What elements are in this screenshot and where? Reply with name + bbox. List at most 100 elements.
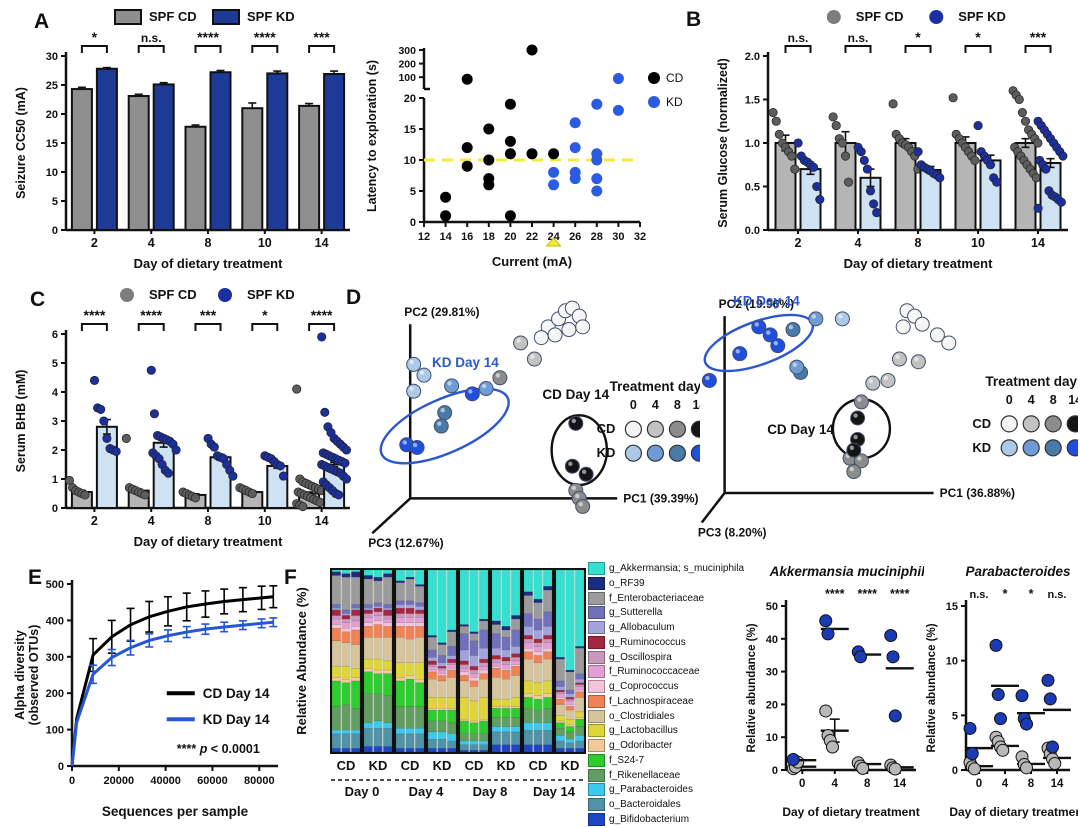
taxa-swatch (588, 709, 605, 723)
taxa-label: g_Odoribacter (609, 740, 673, 751)
svg-text:KD: KD (666, 95, 683, 109)
svg-text:0: 0 (799, 778, 805, 790)
svg-text:Parabacteroides: Parabacteroides (965, 564, 1071, 579)
svg-text:20: 20 (404, 93, 416, 105)
svg-text:*: * (1029, 587, 1034, 601)
legend-item-spf-cd: SPF CD (826, 9, 904, 24)
svg-text:*: * (915, 29, 921, 45)
svg-text:KD Day 14: KD Day 14 (432, 355, 499, 370)
taxa-swatch (588, 562, 605, 575)
legend-item-spf-cd: SPF CD (114, 9, 197, 25)
taxa-legend-item: g_Parabacteroides (588, 783, 746, 797)
taxa-legend-item: g_Odoribacter (588, 739, 746, 752)
legend-item-spf-cd: SPF CD (120, 287, 197, 302)
taxa-swatch (588, 753, 605, 767)
svg-text:CD: CD (529, 758, 548, 773)
taxa-label: g_Sutterella (609, 607, 663, 619)
panel-c-label: C (30, 288, 46, 311)
svg-text:****: **** (254, 29, 276, 45)
seizure-cc50-chart: SPF CD SPF KD 0 5 10 15 20 25 30 Seizure CC50 (mA… (10, 4, 360, 276)
svg-text:***: *** (313, 29, 330, 45)
svg-text:*: * (262, 307, 268, 323)
taxa-label: g_Coprococcus (609, 681, 679, 692)
svg-text:15: 15 (946, 601, 958, 613)
svg-text:4: 4 (148, 236, 155, 250)
svg-text:****: **** (140, 307, 162, 323)
svg-text:****: **** (84, 307, 106, 323)
svg-text:PC2 (19.96%): PC2 (19.96%) (719, 297, 794, 311)
svg-text:4: 4 (1002, 778, 1009, 790)
taxa-legend-item: f_Enterobacteriaceae (588, 591, 746, 605)
svg-text:300: 300 (398, 45, 416, 57)
taxa-legend-item: g_Oscillospira (588, 650, 746, 664)
svg-text:n.s.: n.s. (1048, 589, 1067, 601)
svg-text:KD Day 14: KD Day 14 (203, 712, 270, 727)
svg-text:8: 8 (205, 236, 212, 250)
taxa-legend-item: g_Bifidobacterium (588, 812, 746, 826)
svg-text:30: 30 (46, 51, 58, 63)
svg-text:CD Day 14: CD Day 14 (203, 686, 270, 701)
svg-text:Relative abundance (%): Relative abundance (%) (746, 623, 758, 752)
svg-text:Relative Abundance (%): Relative Abundance (%) (294, 587, 309, 735)
svg-text:PC2 (29.81%): PC2 (29.81%) (404, 305, 479, 319)
taxa-label: g_Ruminococcus (609, 636, 686, 648)
svg-text:4: 4 (832, 778, 839, 790)
svg-text:****: **** (311, 307, 333, 323)
svg-text:30: 30 (766, 667, 778, 679)
svg-text:Day 14: Day 14 (533, 784, 576, 799)
svg-text:400: 400 (46, 615, 64, 627)
svg-text:1.5: 1.5 (745, 95, 760, 107)
svg-text:n.s.: n.s. (970, 589, 989, 601)
taxa-legend-item: o_RF39 (588, 576, 746, 590)
svg-text:16: 16 (461, 231, 473, 243)
svg-text:60000: 60000 (197, 775, 228, 787)
svg-text:4: 4 (52, 387, 59, 399)
svg-text:0: 0 (1006, 393, 1013, 407)
pca-plot-left: PC2 (29.81%) PC1 (39.39%) PC3 (12.67%) KD D… (355, 284, 708, 552)
svg-text:SPF KD: SPF KD (247, 9, 295, 24)
alpha-diversity-chart: 0 100 200 300 400 500 0 20000 40000 60000 80000 Alp… (8, 560, 290, 824)
svg-text:SPF CD: SPF CD (856, 9, 904, 24)
taxa-legend-item: f_Lachnospiraceae (588, 694, 746, 708)
svg-text:5: 5 (410, 186, 416, 198)
svg-text:18: 18 (483, 231, 495, 243)
serum-bhb-chart: SPF CD SPF KD 0 1 2 3 4 5 6 Serum BHB (mM) Day of … (10, 282, 360, 554)
svg-text:30: 30 (612, 231, 624, 243)
svg-text:50: 50 (766, 601, 778, 613)
serum_glucose-svg: SPF CD SPF KD 0.0 0.5 1.0 1.5 2.0 Serum Glucose… (716, 9, 1068, 271)
svg-text:Serum Glucose (normalized): Serum Glucose (normalized) (716, 58, 730, 227)
taxa-swatch (588, 591, 605, 605)
latency-scatter-chart: 100 200 300 0 5 10 15 20 12 14 16 18 20 22 24 26 28 30 32 L… (360, 8, 712, 274)
svg-text:14: 14 (315, 514, 329, 528)
svg-text:PC1 (39.39%): PC1 (39.39%) (623, 491, 698, 505)
svg-text:8: 8 (864, 778, 871, 790)
svg-text:0: 0 (630, 398, 637, 412)
taxa-legend-item: g_Lactobacillus (588, 724, 746, 738)
svg-text:Day of dietary treatment: Day of dietary treatment (949, 805, 1078, 819)
svg-text:0: 0 (52, 225, 58, 237)
taxa-legend-item: o_Bacteroidales (588, 798, 746, 811)
treatment-day-legend: Treatment day 0 4 8 14 CD KD (972, 374, 1080, 457)
svg-text:14: 14 (1051, 778, 1064, 790)
svg-text:14: 14 (439, 231, 452, 243)
svg-text:8: 8 (205, 514, 212, 528)
akkermansia-svg: Akkermansia muciniphila01020304050Relati… (746, 564, 933, 819)
svg-text:n.s.: n.s. (141, 31, 162, 45)
svg-text:CD: CD (597, 421, 616, 436)
legend-item-spf-kd: SPF KD (212, 9, 295, 25)
svg-text:20: 20 (766, 699, 778, 711)
svg-text:2: 2 (91, 514, 98, 528)
svg-text:12: 12 (418, 231, 430, 243)
svg-text:15: 15 (404, 124, 416, 136)
svg-text:20: 20 (504, 231, 516, 243)
taxa_stacked-svg: Relative Abundance (%) CD KD CD KD CD KD CD KD Da… (294, 568, 586, 799)
svg-text:10: 10 (766, 732, 778, 744)
parabacteroides-chart: Parabacteroides 0 5 10 15 Relative abundance … (922, 560, 1080, 824)
svg-text:2: 2 (795, 236, 802, 250)
svg-text:Day 4: Day 4 (409, 784, 444, 799)
svg-text:40: 40 (766, 634, 778, 646)
svg-text:KD: KD (497, 758, 516, 773)
svg-text:***: *** (1030, 29, 1047, 45)
svg-text:Day 8: Day 8 (473, 784, 508, 799)
